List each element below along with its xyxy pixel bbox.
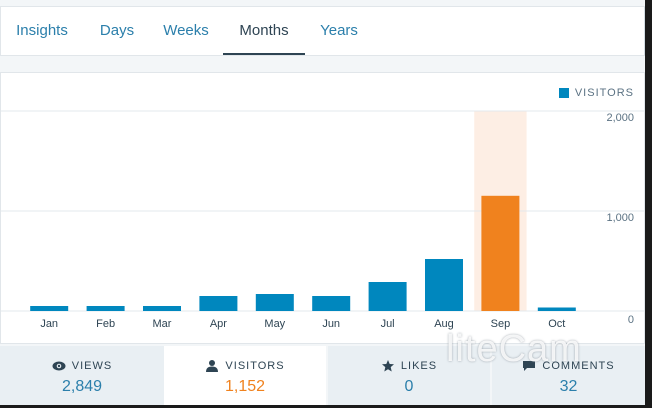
chart-legend: VISITORS [558,87,634,99]
x-tick-label: Oct [548,318,565,330]
legend-swatch [558,88,569,98]
bar-mar [143,306,181,311]
likes-value: 0 [404,378,414,395]
views-label: VIEWS [71,360,113,372]
visitors-value: 1,152 [224,378,266,395]
x-tick-label: May [264,318,285,330]
watermark: liteCam [446,328,582,370]
window-edge-right [645,0,652,408]
comments-value: 32 [559,378,578,395]
y-tick-label: 2,000 [606,112,634,124]
bar-jan [30,306,69,311]
bar-may [255,294,294,311]
bar-aug [425,259,463,311]
bar-jul [368,282,407,311]
eye-icon [52,361,66,371]
stats-summary: VIEWS 2,849 VISITORS 1,152 LIKES 0 COMME… [0,346,645,408]
star-icon [381,360,394,372]
tab-months[interactable]: Months [223,7,305,55]
visitors-bar-chart: 2,000 1,000 0 Jan Feb Mar Apr May Jun Jul Aug Sep Oc… [1,110,646,330]
likes-label: LIKES [400,360,438,372]
x-tick-label: Apr [210,318,227,330]
comments-label: COMMENTS [542,360,615,372]
chart-card: VISITORS 2,000 1,000 0 Jan Feb Mar Apr May Jun Ju… [0,72,646,344]
views-tile[interactable]: VIEWS 2,849 [0,346,164,408]
likes-tile[interactable]: LIKES 0 [328,346,490,408]
window-edge-bottom [0,405,652,408]
comment-icon [523,361,536,371]
tab-weeks[interactable]: Weeks [163,22,209,39]
period-tabs: Insights Days Weeks Months Years [0,6,645,56]
bar-jun [312,296,351,311]
visitors-tile[interactable]: VISITORS 1,152 [164,346,326,408]
tab-years[interactable]: Years [320,22,358,39]
bar-oct [537,307,576,311]
y-tick-label: 1,000 [606,212,634,224]
x-tick-label: Jul [381,318,395,330]
tab-days[interactable]: Days [99,22,135,39]
x-tick-label: Jun [322,318,340,330]
x-tick-label: Aug [434,318,454,330]
bar-sep [481,195,520,311]
x-tick-label: Mar [153,318,172,330]
x-tick-label: Jan [40,318,58,330]
views-value: 2,849 [61,378,103,395]
x-tick-label: Sep [491,318,511,330]
legend-label: VISITORS [574,87,634,99]
tab-insights[interactable]: Insights [16,22,68,39]
bar-apr [199,296,238,311]
bar-feb [86,306,125,311]
visitors-label: VISITORS [225,360,285,372]
x-tick-label: Feb [96,318,115,330]
y-tick-label: 0 [628,314,634,326]
person-icon [206,360,219,372]
comments-tile[interactable]: COMMENTS 32 [492,346,645,408]
